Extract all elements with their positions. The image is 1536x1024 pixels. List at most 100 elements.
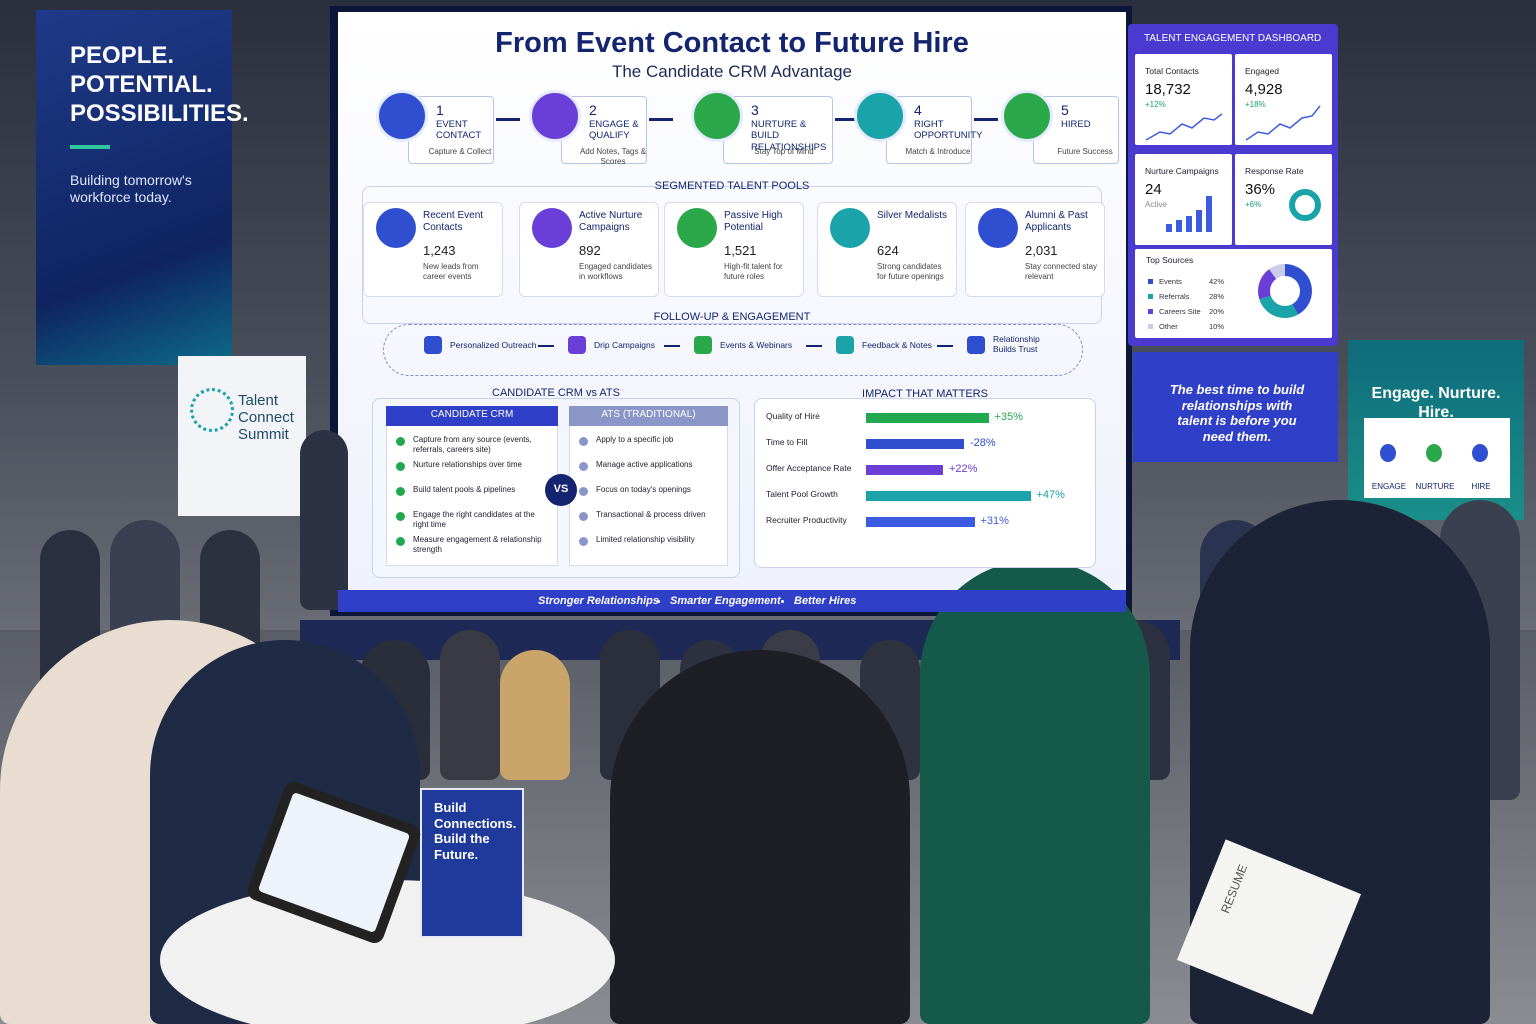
sources-title: Top Sources bbox=[1146, 255, 1194, 265]
ats-item: Manage active applications bbox=[596, 460, 693, 469]
followup-arrow bbox=[937, 345, 953, 347]
ats-item: Apply to a specific job bbox=[596, 435, 674, 444]
banner-line: PEOPLE. bbox=[70, 42, 175, 69]
kpi-change: +12% bbox=[1145, 100, 1166, 109]
left-banner bbox=[36, 10, 232, 365]
mini-bar bbox=[1206, 196, 1212, 232]
vs-label: VS bbox=[553, 483, 569, 495]
followup-icon bbox=[568, 336, 586, 354]
step-arrow bbox=[496, 118, 520, 121]
legend-swatch bbox=[1148, 279, 1153, 284]
step-caption: Capture & Collect bbox=[428, 147, 492, 156]
step-icon bbox=[376, 90, 428, 142]
ats-bullet bbox=[579, 462, 588, 471]
step-arrow bbox=[835, 118, 859, 121]
step-title: HIRED bbox=[1061, 119, 1091, 130]
followup-icon bbox=[424, 336, 442, 354]
pool-icon bbox=[376, 208, 416, 248]
right-banner-label: HIRE bbox=[1471, 482, 1491, 491]
kpi-card bbox=[1135, 154, 1232, 245]
mini-bar bbox=[1166, 224, 1172, 232]
step-caption: Add Notes, Tags & Scores bbox=[579, 147, 647, 166]
pool-description: Strong candidates for future openings bbox=[877, 262, 944, 281]
legend-swatch bbox=[1148, 324, 1153, 329]
impact-value: +47% bbox=[1036, 489, 1065, 501]
impact-bar bbox=[866, 465, 943, 475]
kpi-card bbox=[1135, 54, 1232, 145]
banner-tagline: Building tomorrow's workforce today. bbox=[70, 172, 192, 205]
impact-bar bbox=[866, 491, 1031, 501]
impact-bar bbox=[866, 439, 964, 449]
step-caption: Stay Top of Mind bbox=[754, 147, 814, 156]
vs-badge bbox=[545, 474, 577, 506]
table-sign bbox=[420, 788, 524, 938]
ats-item: Focus on today's openings bbox=[596, 485, 691, 494]
sparkline bbox=[1245, 105, 1321, 141]
step-icon bbox=[854, 90, 906, 142]
step-title: RIGHT OPPORTUNITY bbox=[914, 119, 983, 142]
followup-item: Feedback & Notes bbox=[862, 340, 932, 350]
impact-heading: IMPACT THAT MATTERS bbox=[862, 388, 988, 400]
crm-item: Build talent pools & pipelines bbox=[413, 485, 516, 494]
sparkline bbox=[1145, 113, 1223, 141]
ats-item: Limited relationship visibility bbox=[596, 535, 695, 544]
step-arrow bbox=[974, 118, 998, 121]
kpi-label: Nurture Campaigns bbox=[1145, 166, 1219, 176]
pool-description: High-fit talent for future roles bbox=[724, 262, 783, 281]
table-sign-text: Build Connections. Build the Future. bbox=[434, 800, 517, 862]
impact-value: +22% bbox=[949, 463, 978, 475]
mini-bar bbox=[1196, 210, 1202, 232]
right-banner-label: NURTURE bbox=[1415, 482, 1455, 491]
ring bbox=[1289, 189, 1321, 221]
footer-dot bbox=[781, 600, 784, 603]
source-value: 10% bbox=[1209, 322, 1225, 331]
legend-swatch bbox=[1148, 309, 1153, 314]
kpi-card bbox=[1235, 54, 1332, 145]
banner-icon bbox=[1380, 444, 1396, 462]
ats-bullet bbox=[579, 487, 588, 496]
pool-description: New leads from career events bbox=[423, 262, 479, 281]
pool-title: Alumni & Past Applicants bbox=[1025, 210, 1088, 233]
impact-value: +35% bbox=[994, 411, 1023, 423]
followup-item: Personalized Outreach bbox=[450, 340, 537, 350]
pool-description: Stay connected stay relevant bbox=[1025, 262, 1098, 281]
pool-count: 2,031 bbox=[1025, 243, 1058, 258]
right-banner-title: Engage. Nurture. Hire. bbox=[1371, 385, 1501, 422]
pool-icon bbox=[978, 208, 1018, 248]
mini-bar bbox=[1186, 216, 1192, 232]
crm-item: Nurture relationships over time bbox=[413, 460, 522, 469]
pool-title: Silver Medalists bbox=[877, 210, 948, 221]
summit-line: Connect bbox=[238, 409, 294, 426]
step-title: EVENT CONTACT bbox=[436, 119, 482, 142]
donut-segment bbox=[1269, 264, 1285, 279]
pool-title: Passive High Potential bbox=[724, 210, 783, 233]
donut-segment bbox=[1259, 295, 1299, 319]
person bbox=[610, 650, 910, 1024]
comparison-heading: CANDIDATE CRM vs ATS bbox=[492, 387, 620, 399]
impact-label: Recruiter Productivity bbox=[766, 515, 847, 525]
pool-count: 624 bbox=[877, 243, 899, 258]
ats-bullet bbox=[579, 512, 588, 521]
donut-segment bbox=[1258, 269, 1277, 300]
footer-item: Better Hires bbox=[794, 595, 857, 607]
kpi-label: Response Rate bbox=[1245, 166, 1304, 176]
person bbox=[300, 430, 348, 610]
pool-title: Active Nurture Campaigns bbox=[579, 210, 643, 233]
ats-bullet bbox=[579, 437, 588, 446]
impact-value: -28% bbox=[970, 437, 996, 449]
crm-heading: CANDIDATE CRM bbox=[430, 409, 514, 420]
kpi-label: Total Contacts bbox=[1145, 66, 1199, 76]
quote-text: The best time to build relationships wit… bbox=[1169, 382, 1305, 444]
pool-icon bbox=[830, 208, 870, 248]
pool-description: Engaged candidates in workflows bbox=[579, 262, 652, 281]
impact-bar bbox=[866, 413, 989, 423]
crm-bullet bbox=[396, 537, 405, 546]
step-icon bbox=[691, 90, 743, 142]
kpi-value: 36% bbox=[1245, 181, 1276, 198]
screen-subtitle: The Candidate CRM Advantage bbox=[611, 62, 853, 81]
step-title: NURTURE & BUILD RELATIONSHIPS bbox=[751, 119, 827, 153]
pool-count: 1,521 bbox=[724, 243, 757, 258]
